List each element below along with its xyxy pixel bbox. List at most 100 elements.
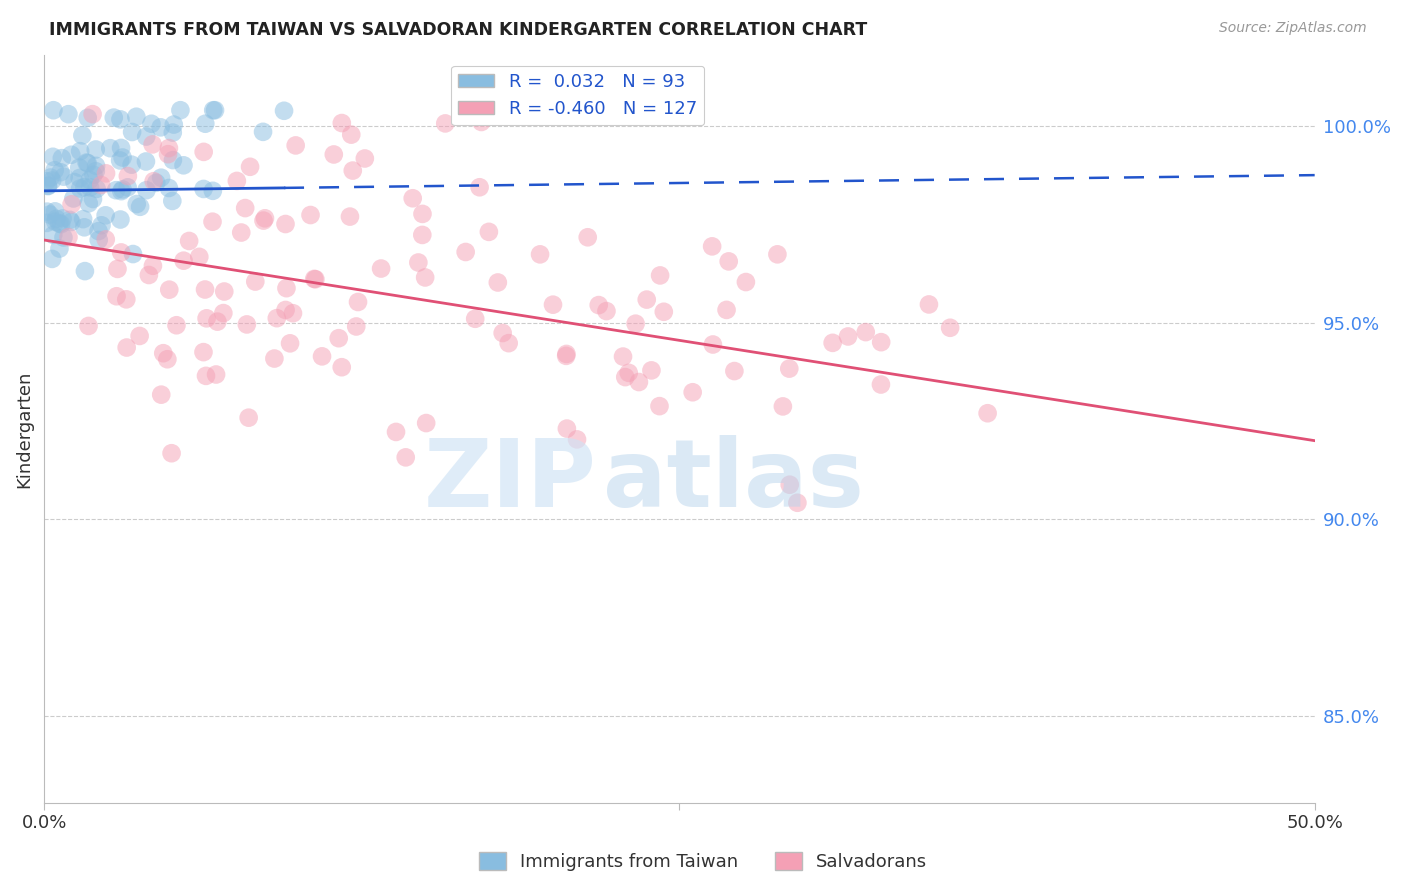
Point [478,225,501,239]
Point [94,232,117,246]
Point [77,196,100,211]
Point [207,315,229,329]
Point [110,141,132,155]
Point [541,298,564,312]
Point [870,335,893,350]
Text: IMMIGRANTS FROM TAIWAN VS SALVADORAN KINDERGARTEN CORRELATION CHART: IMMIGRANTS FROM TAIWAN VS SALVADORAN KIN… [49,21,868,38]
Point [110,184,132,198]
Point [434,116,457,130]
Point [152,346,174,360]
Point [73,180,96,194]
Point [73,220,96,235]
Point [111,151,134,165]
Point [716,302,738,317]
Point [529,247,551,261]
Point [281,306,304,320]
Legend: Immigrants from Taiwan, Salvadorans: Immigrants from Taiwan, Salvadorans [471,845,935,879]
Point [142,137,165,152]
Point [44,204,66,219]
Point [492,326,515,340]
Point [69,170,91,185]
Point [576,230,599,244]
Point [194,283,217,297]
Point [156,352,179,367]
Point [918,297,941,311]
Point [411,227,433,242]
Point [595,304,617,318]
Point [837,329,859,343]
Point [42,227,65,242]
Point [201,184,224,198]
Point [344,319,367,334]
Point [976,406,998,420]
Point [201,215,224,229]
Point [702,337,724,351]
Point [84,164,107,178]
Point [486,276,509,290]
Point [150,387,173,401]
Point [94,208,117,222]
Point [79,173,101,187]
Point [723,364,745,378]
Point [274,217,297,231]
Point [648,268,671,283]
Point [157,141,180,155]
Point [60,148,83,162]
Point [44,214,66,228]
Point [48,217,70,231]
Point [624,317,647,331]
Point [225,174,247,188]
Point [385,425,408,439]
Point [195,311,218,326]
Point [90,219,112,233]
Point [72,128,94,143]
Point [49,217,72,231]
Point [108,153,131,168]
Point [347,295,370,310]
Point [82,107,104,121]
Point [612,350,634,364]
Point [115,341,138,355]
Point [276,281,298,295]
Point [304,272,326,286]
Point [855,325,877,339]
Point [105,289,128,303]
Point [166,318,188,333]
Point [82,168,104,182]
Point [408,255,430,269]
Point [35,174,58,188]
Point [214,285,236,299]
Point [411,207,433,221]
Point [299,208,322,222]
Point [145,176,167,190]
Point [821,335,844,350]
Point [105,183,128,197]
Point [339,210,361,224]
Point [252,213,274,227]
Point [128,329,150,343]
Point [42,150,65,164]
Point [110,212,132,227]
Point [76,111,98,125]
Point [121,125,143,139]
Point [110,112,132,127]
Point [84,143,107,157]
Point [194,117,217,131]
Point [700,239,723,253]
Point [193,145,215,159]
Point [202,103,225,118]
Point [239,160,262,174]
Point [52,211,75,226]
Point [266,311,288,326]
Point [340,128,363,142]
Point [173,253,195,268]
Point [45,211,67,226]
Point [565,433,588,447]
Point [555,421,578,435]
Point [766,247,789,261]
Point [870,377,893,392]
Point [162,126,184,140]
Point [370,261,392,276]
Point [135,129,157,144]
Point [125,110,148,124]
